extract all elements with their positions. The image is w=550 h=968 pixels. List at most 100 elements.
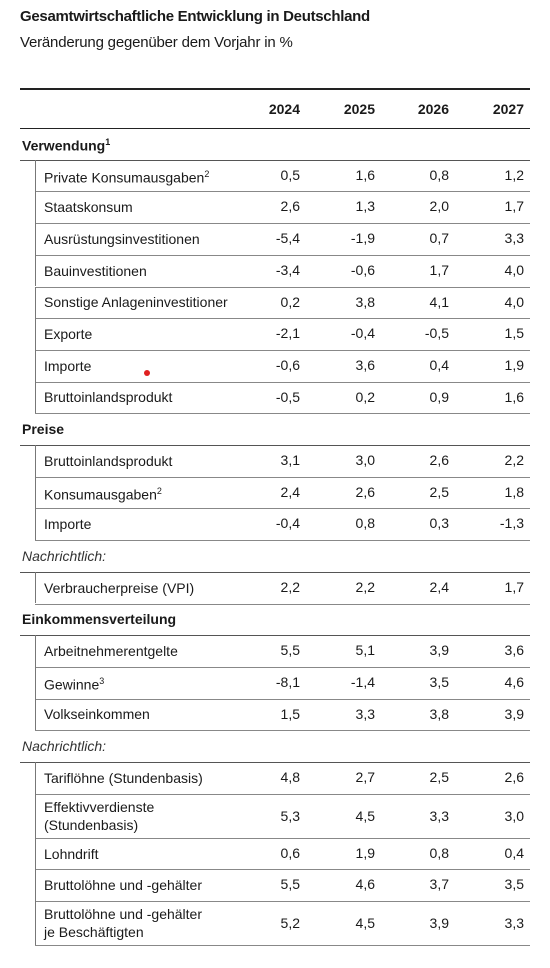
row-rule: [35, 698, 530, 700]
row: Arbeitnehmerentgelte: [44, 635, 178, 667]
cell-value: 0,7: [429, 230, 449, 247]
row-text: Ausrüstungsinvestitionen: [44, 230, 200, 248]
row-text: Staatskonsum: [44, 198, 133, 216]
row: Ausrüstungsinvestitionen: [44, 223, 200, 255]
row: Staatskonsum: [44, 191, 133, 223]
row-label: Gewinne: [44, 676, 100, 693]
row-border: [35, 635, 36, 667]
row-label: Exporte: [44, 326, 93, 343]
row-border: [35, 666, 36, 699]
cell-value: 3,0: [504, 807, 524, 824]
row-rule: [35, 191, 530, 193]
row-text: Effektivverdienste (Stundenbasis): [44, 798, 154, 834]
row-line: (Stundenbasis): [44, 816, 139, 833]
cell-value: 2,7: [355, 769, 375, 785]
cell-value: 3,5: [504, 876, 524, 893]
row-border: [35, 793, 36, 838]
cell-value: 1,7: [504, 578, 524, 595]
row-text: Exporte: [44, 325, 92, 343]
remark-text: Nachrichtlich:: [22, 738, 107, 755]
row-label: Importe: [44, 357, 92, 374]
cell-value: 3,5: [429, 673, 449, 690]
cell-value: 1,2: [504, 166, 524, 183]
red-dot: [144, 370, 150, 376]
row: Lohndrift: [44, 838, 98, 870]
row-border: [35, 159, 36, 192]
section-heading-text: Einkommensverteilung: [22, 610, 176, 628]
row: Bruttolöhne und -gehälter: [44, 869, 202, 901]
row-label: Verbraucherpreise (VPI): [44, 579, 195, 596]
section-rule: [20, 571, 530, 573]
section-rule: [20, 159, 530, 161]
row-text: Verbraucherpreise (VPI): [44, 579, 194, 597]
cell-value: 4,5: [355, 915, 375, 932]
cell-value: 2,4: [280, 483, 300, 500]
section-heading: Einkommensverteilung: [22, 604, 176, 636]
row: Volkseinkommen: [44, 699, 150, 731]
cell-value: 0,5: [280, 166, 300, 183]
cell-value: 4,1: [429, 293, 449, 310]
column-header: 2027: [492, 101, 524, 117]
row-border: [35, 571, 36, 604]
cell-value: 2,6: [280, 198, 300, 215]
row-line: Bruttolöhne und -gehälter: [44, 906, 202, 923]
row: Exporte: [44, 318, 92, 350]
cell-value: -0,5: [424, 325, 449, 342]
row-rule: [35, 286, 530, 288]
cell-value: 0,6: [280, 844, 300, 861]
cell-value: 5,5: [280, 876, 300, 893]
row-text: Importe: [44, 515, 91, 533]
remark-text: Nachrichtlich:: [22, 547, 107, 564]
row-border: [35, 445, 36, 477]
row-text: Bruttoinlandsprodukt: [44, 388, 172, 406]
row-rule: [35, 381, 530, 383]
cell-value: -1,4: [350, 673, 375, 690]
cell-value: 3,1: [280, 452, 300, 468]
cell-value: 2,2: [280, 578, 300, 595]
section-heading-text: Preise: [22, 420, 64, 438]
cell-value: 5,2: [280, 915, 300, 932]
row-label: Arbeitnehmerentgelte: [44, 643, 178, 660]
section-heading-label: Verwendung: [22, 137, 106, 154]
cell-value: 2,0: [429, 198, 449, 215]
row-label: Importe: [44, 516, 92, 533]
row-rule: [35, 730, 530, 732]
cell-value: 2,2: [504, 452, 524, 468]
cell-value: 3,9: [429, 642, 449, 659]
cell-value: 1,9: [504, 356, 524, 373]
cell-value: 4,6: [504, 673, 524, 690]
cell-value: 3,0: [355, 452, 375, 468]
cell-value: 3,3: [504, 915, 524, 932]
row: Tariflöhne (Stundenbasis): [44, 762, 203, 794]
row-text: Gewinne3: [44, 672, 104, 694]
remark: Nachrichtlich:: [22, 540, 106, 572]
cell-value: 3,3: [504, 230, 524, 247]
cell-value: 0,3: [429, 515, 449, 532]
section-heading: Preise: [22, 413, 64, 445]
cell-value: 2,4: [429, 578, 449, 595]
section-rule: [20, 762, 530, 763]
cell-value: 0,2: [280, 293, 300, 310]
cell-value: 0,8: [355, 515, 375, 532]
row-rule: [35, 793, 530, 795]
column-header: 2025: [343, 101, 375, 117]
row-border: [35, 381, 36, 414]
cell-value: 1,3: [355, 198, 375, 215]
cell-value: 2,5: [429, 483, 449, 500]
row: Bruttoinlandsprodukt: [44, 445, 172, 477]
cell-value: -1,3: [499, 515, 524, 532]
row-border: [35, 191, 36, 224]
section-heading-label: Einkommensverteilung: [22, 611, 177, 628]
row-text: Lohndrift: [44, 845, 98, 863]
row: Bauinvestitionen: [44, 255, 147, 287]
row-label: Ausrüstungsinvestitionen: [44, 230, 200, 247]
cell-value: 0,8: [429, 844, 449, 861]
cell-value: 3,8: [355, 293, 375, 310]
cell-value: 1,7: [429, 261, 449, 278]
row-rule: [35, 540, 530, 542]
row: Bruttolöhne und -gehälter je Beschäftigte…: [44, 901, 202, 945]
cell-value: 3,3: [355, 705, 375, 722]
cell-value: 3,6: [504, 642, 524, 659]
cell-value: 3,9: [504, 705, 524, 722]
